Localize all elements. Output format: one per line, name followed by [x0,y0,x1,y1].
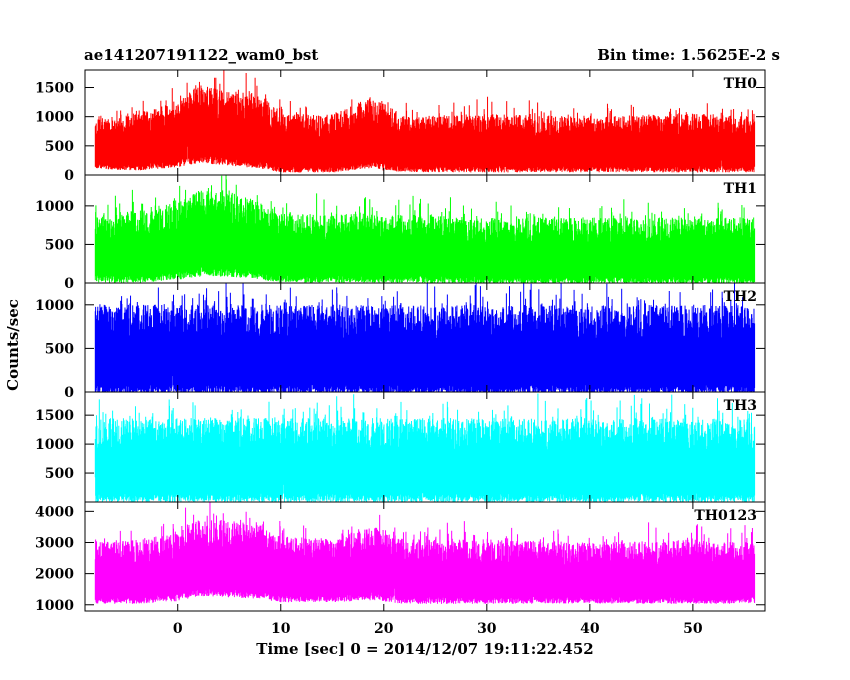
y-tick-label: 1000 [35,199,74,215]
x-tick-label: 50 [683,621,703,637]
y-tick-label: 1000 [35,110,74,126]
y-tick-label: 0 [64,385,74,401]
panel-th0123: 1000 2000 3000 4000 TH0123 [35,501,766,614]
panel-label-th0: TH0 [724,76,758,92]
y-tick-label: 1000 [35,298,74,314]
y-tick-label: 2000 [35,567,74,583]
series-th2-line [94,283,756,392]
series-th0-line [94,70,756,173]
y-tick-label: 1500 [35,81,74,97]
panel-frame [84,501,766,612]
series-th3-line [94,393,756,502]
panel-th0: 0 500 1000 1500 TH0 [35,69,766,184]
y-tick-label: 1500 [35,408,74,424]
y-tick-label: 1000 [35,437,74,453]
x-tick-label: 20 [374,621,394,637]
series-th0123-line [94,502,756,604]
panel-label-th2: TH2 [724,289,757,305]
panel-th3: 500 1000 1500 TH3 [35,391,766,503]
panel-th2: 0 500 1000 TH2 [35,282,766,401]
bin-time-label: Bin time: 1.5625E-2 s [597,46,780,64]
x-tick-label: 30 [477,621,497,637]
series-th1-line [94,175,756,283]
y-tick-label: 500 [45,341,74,357]
x-tick-label: 0 [173,621,183,637]
y-tick-label: 3000 [35,535,74,551]
panel-th1: 0 500 1000 TH1 [35,174,766,292]
y-tick-label: 500 [45,466,74,482]
x-tick-label: 40 [580,621,600,637]
y-tick-label: 500 [45,139,74,155]
y-tick-label: 500 [45,237,74,253]
panel-label-th3: TH3 [724,398,757,414]
y-tick-label: 4000 [35,504,74,520]
x-tick-label: 10 [271,621,291,637]
panel-label-th1: TH1 [724,181,757,197]
y-tick-label: 1000 [35,598,74,614]
panel-label-th0123: TH0123 [694,508,757,524]
chart-title: ae141207191122_wam0_bst [84,46,318,64]
y-tick-label: 0 [64,276,74,292]
y-tick-label: 0 [64,168,74,184]
y-axis-label: Counts/sec [4,299,22,391]
x-axis-label: Time [sec] 0 = 2014/12/07 19:11:22.452 [256,640,593,658]
